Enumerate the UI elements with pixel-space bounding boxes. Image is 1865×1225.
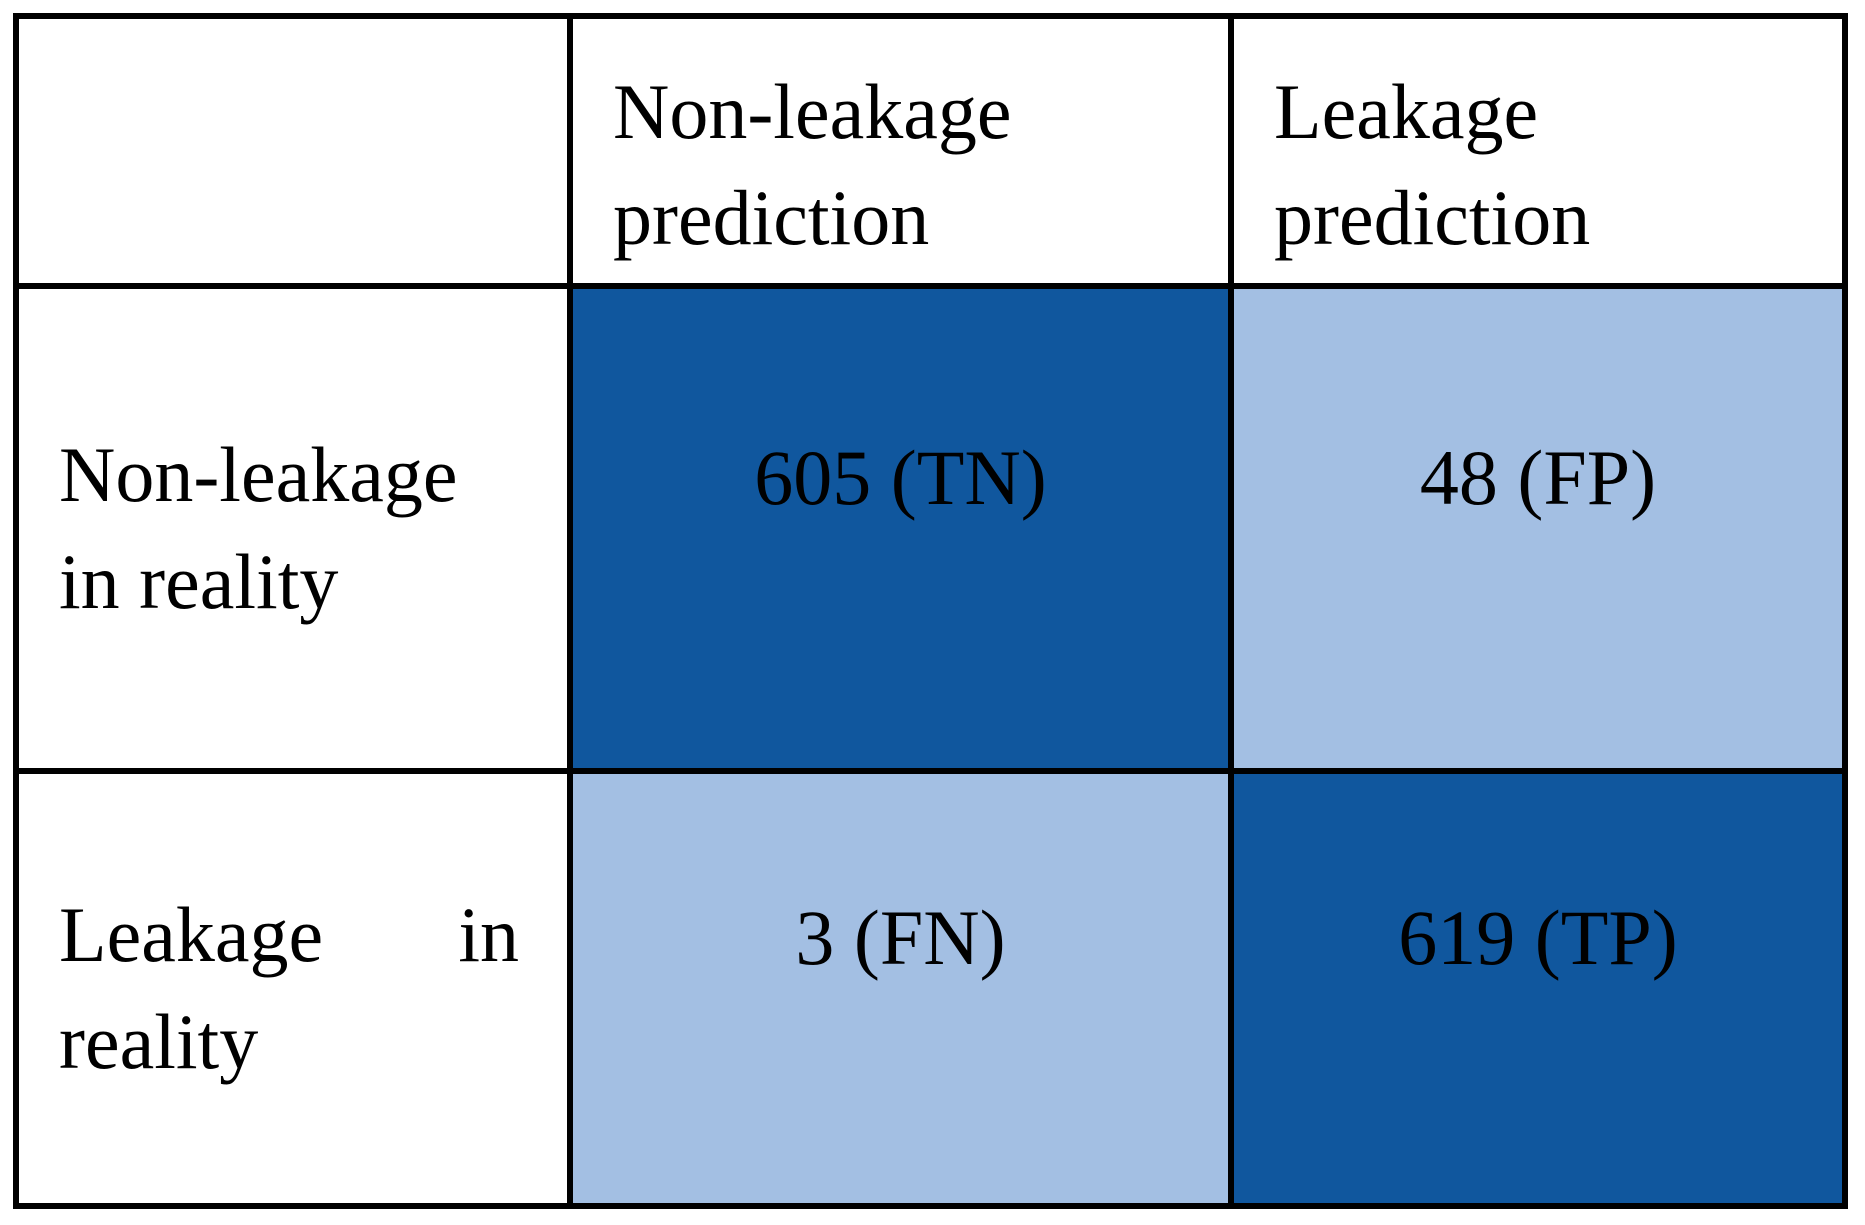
- cell-value: 48 (FP): [1419, 434, 1657, 522]
- column-header-non-leakage-prediction: Non-leakage prediction: [573, 19, 1234, 289]
- column-header-label: Leakage prediction: [1274, 68, 1591, 262]
- column-header-leakage-prediction: Leakage prediction: [1234, 19, 1842, 289]
- cell-false-positive: 48 (FP): [1234, 289, 1842, 774]
- column-header-label: Non-leakage prediction: [613, 68, 1012, 262]
- row-header-leakage-in-reality: Leakage in reality: [19, 774, 573, 1203]
- confusion-matrix-table: Non-leakage prediction Leakage predictio…: [13, 13, 1848, 1209]
- cell-value: 605 (TN): [754, 434, 1047, 522]
- row-header-label: Leakage in reality: [59, 891, 519, 1085]
- corner-cell: [19, 19, 573, 289]
- cell-value: 3 (FN): [795, 894, 1006, 982]
- cell-false-negative: 3 (FN): [573, 774, 1234, 1203]
- cell-true-positive: 619 (TP): [1234, 774, 1842, 1203]
- row-header-label: Non-leakage in reality: [59, 431, 458, 625]
- row-header-non-leakage-in-reality: Non-leakage in reality: [19, 289, 573, 774]
- cell-value: 619 (TP): [1398, 894, 1678, 982]
- cell-true-negative: 605 (TN): [573, 289, 1234, 774]
